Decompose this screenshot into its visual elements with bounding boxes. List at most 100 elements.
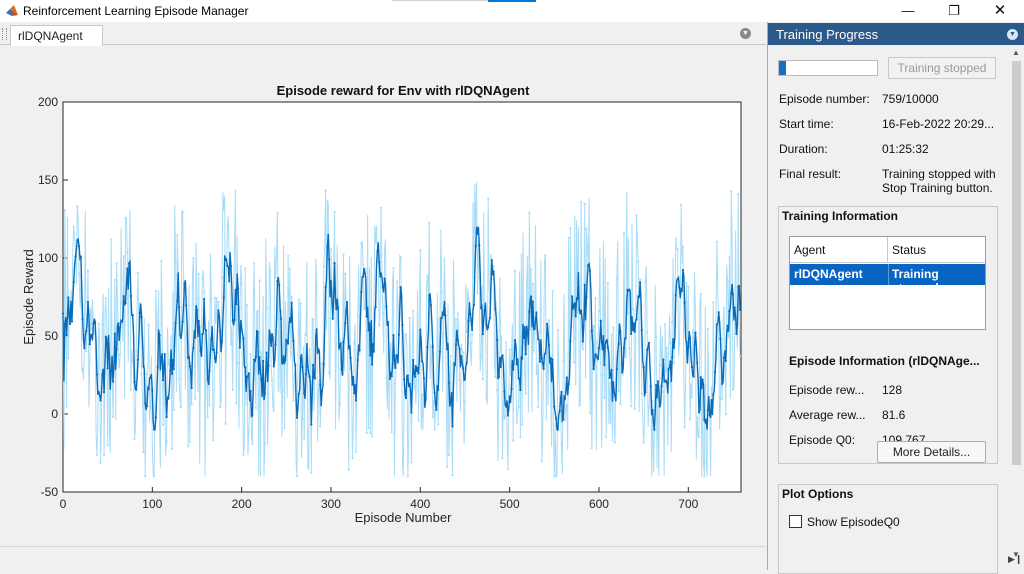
scroll-thumb[interactable] xyxy=(1012,61,1021,465)
average-reward-point xyxy=(685,341,688,344)
episode-reward-point xyxy=(699,292,702,296)
average-reward-point xyxy=(437,388,440,391)
average-reward-point xyxy=(605,340,608,343)
average-reward-point xyxy=(263,392,266,395)
episode-reward-point xyxy=(537,406,540,409)
episode-reward-point xyxy=(329,248,333,251)
average-reward-point xyxy=(99,399,102,402)
episode-reward-point xyxy=(288,267,291,270)
average-reward-point xyxy=(208,369,211,372)
panel-scrollbar[interactable]: ▲ ▼ xyxy=(1009,45,1024,570)
average-reward-point xyxy=(581,340,584,343)
average-reward-point xyxy=(308,375,311,378)
episode-reward-point xyxy=(406,475,409,478)
average-reward-point xyxy=(390,375,393,378)
average-reward-point xyxy=(183,282,186,285)
average-reward-point xyxy=(413,375,417,378)
average-reward-point xyxy=(147,387,150,391)
average-reward-point xyxy=(492,270,495,273)
episode-reward-point xyxy=(226,224,229,227)
episode-reward-point xyxy=(496,389,499,392)
average-reward-point xyxy=(385,305,388,308)
episode-reward-point xyxy=(390,431,393,434)
average-reward-point xyxy=(115,348,118,351)
scroll-down-icon[interactable]: ▼ xyxy=(1012,550,1020,559)
average-reward-point xyxy=(526,329,529,332)
tab-menu-icon[interactable]: ▼ xyxy=(740,28,751,39)
average-reward-point xyxy=(136,358,140,361)
maximize-icon[interactable]: ❐ xyxy=(948,3,960,18)
average-reward-point xyxy=(494,307,497,310)
training-stopped-button[interactable]: Training stopped xyxy=(888,57,996,79)
episode-reward-point xyxy=(192,256,195,260)
episode-reward-point xyxy=(219,406,222,409)
episode-reward-point xyxy=(562,359,565,362)
average-reward-point xyxy=(128,262,131,265)
episode-reward-point xyxy=(76,205,79,208)
grip-icon[interactable] xyxy=(2,28,7,40)
more-details-button[interactable]: More Details... xyxy=(877,441,986,463)
status-column-header[interactable]: Status xyxy=(888,237,985,263)
minimize-icon[interactable]: — xyxy=(901,3,915,18)
episode-reward-point xyxy=(108,430,111,434)
average-reward-point xyxy=(542,367,545,370)
episode-reward-point xyxy=(272,409,275,412)
episode-reward-point xyxy=(728,256,731,259)
episode-reward-point xyxy=(665,347,668,350)
average-reward-point xyxy=(497,375,501,378)
episode-reward-point xyxy=(370,435,374,438)
average-reward-point xyxy=(267,364,270,367)
average-reward-point xyxy=(442,313,445,316)
episode-reward-point xyxy=(197,272,200,275)
average-reward-point xyxy=(206,378,209,381)
episode-reward-label: Episode rew... xyxy=(789,383,865,397)
average-reward-point xyxy=(299,356,302,359)
average-reward-point xyxy=(181,320,184,323)
episode-reward-point xyxy=(467,296,470,299)
tab-rldqnagent[interactable]: rlDQNAgent xyxy=(10,25,103,46)
document-area: rlDQNAgent ▼ Episode reward for Env with… xyxy=(0,22,766,570)
average-reward-point xyxy=(603,364,606,367)
average-reward-point xyxy=(558,410,561,413)
panel-menu-icon[interactable]: ▼ xyxy=(1007,29,1018,40)
episode-reward-point xyxy=(383,248,386,251)
episode-reward-point xyxy=(276,211,279,214)
episode-reward-point xyxy=(142,451,145,454)
agent-column-header[interactable]: Agent xyxy=(790,237,888,263)
table-row[interactable]: rlDQNAgent Training stopped xyxy=(790,264,985,295)
average-reward-point xyxy=(588,269,592,272)
average-reward-point xyxy=(460,354,463,358)
episode-reward-point xyxy=(463,400,467,403)
average-reward-point xyxy=(203,297,206,301)
average-reward-point xyxy=(706,409,710,412)
average-reward-point xyxy=(233,318,236,321)
average-reward-point xyxy=(156,365,159,368)
scroll-up-icon[interactable]: ▲ xyxy=(1012,48,1020,57)
average-reward-point xyxy=(446,348,449,351)
average-reward-point xyxy=(556,428,559,431)
episode-reward-point xyxy=(433,428,436,431)
average-reward-point xyxy=(160,356,163,359)
average-reward-point xyxy=(431,345,434,349)
episode-reward-point xyxy=(347,468,350,471)
average-reward-point xyxy=(253,358,256,361)
average-reward-point xyxy=(467,319,470,322)
episode-reward-point xyxy=(119,352,122,355)
average-reward-point xyxy=(617,342,620,346)
average-reward-point xyxy=(256,331,259,334)
episode-reward-point xyxy=(594,296,597,300)
average-reward-point xyxy=(124,302,127,305)
show-q0-checkbox[interactable] xyxy=(789,515,802,528)
episode-reward-point xyxy=(203,290,206,293)
average-reward-point xyxy=(496,338,499,342)
episode-reward-point xyxy=(446,465,449,468)
close-icon[interactable]: ✕ xyxy=(993,2,1007,19)
average-reward-point xyxy=(144,402,147,405)
average-reward-point xyxy=(337,306,340,309)
average-reward-point xyxy=(667,367,670,371)
average-reward-point xyxy=(676,277,679,281)
episode-reward-point xyxy=(549,392,552,395)
scroll-right-icon[interactable]: ▶❙ xyxy=(1008,554,1023,564)
average-reward-point xyxy=(349,356,352,360)
average-reward-point xyxy=(94,320,97,324)
